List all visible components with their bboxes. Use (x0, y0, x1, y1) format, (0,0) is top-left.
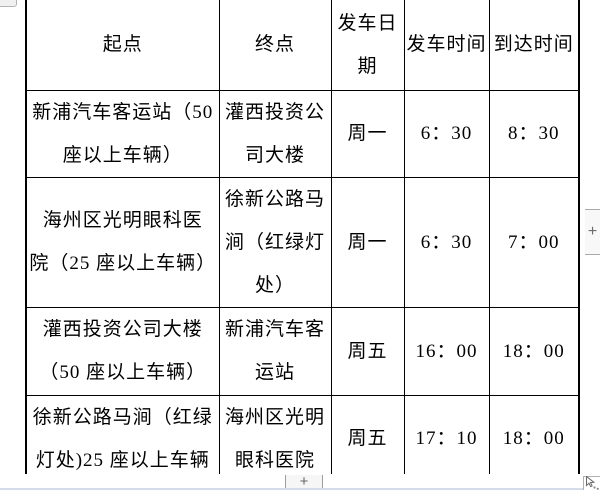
strip-corner-separator-vertical (583, 476, 584, 490)
cell-line: 7：00 (507, 231, 560, 253)
cell-line: 处） (254, 274, 295, 296)
cell-line: 徐新公路马涧（红绿 (32, 406, 213, 428)
cell-line: 灯处)25 座以上车辆 (35, 449, 210, 471)
table-row: 徐新公路马涧（红绿 灯处)25 座以上车辆 海州区光明 眼科医院 周五 17：10 18：0… (25, 394, 580, 483)
column-header-depart_day[interactable]: 发车日期 (330, 0, 405, 91)
table-row: 海州区光明眼科医 院（25 座以上车辆） 徐新公路马 涧（红绿灯 处） 周一 6：30 7：0… (25, 176, 580, 308)
cell-line: 18：00 (502, 340, 565, 362)
bottom-accent-line (0, 488, 583, 490)
cell-line: （50 座以上车辆） (39, 362, 207, 383)
table-body: 新浦汽车客运站（50 座以上车辆） 灌西投资公 司大楼 周一 6：30 8：30 海州区光明眼… (25, 89, 580, 483)
cell-line: 周一 (347, 231, 388, 253)
cell-line: 18：00 (502, 428, 565, 449)
cell-line: 海州区光明眼科医 (42, 210, 203, 231)
column-header-origin[interactable]: 起点 (25, 0, 220, 91)
cell-line: 起点 (102, 34, 143, 56)
cell-r2-destination[interactable]: 徐新公路马涧（红绿灯处） (218, 176, 332, 308)
cell-r1-origin[interactable]: 新浦汽车客运站（50 座以上车辆） (25, 89, 220, 178)
cell-line: 灌西投资公司大楼 (42, 319, 203, 340)
column-header-depart_time[interactable]: 发车时间 (403, 0, 490, 91)
cell-line: 海州区光明 (224, 406, 325, 428)
cell-line: 徐新公路马 (224, 188, 325, 210)
cell-line: 司大楼 (244, 144, 305, 166)
cell-r4-destination[interactable]: 海州区光明 眼科医院 (218, 394, 332, 483)
cell-r4-arrive_time[interactable]: 18：00 (488, 394, 580, 483)
cell-line: 发车时间 (406, 34, 487, 56)
cell-line: 6：30 (420, 231, 473, 253)
plus-icon: + (587, 223, 598, 240)
cell-line: 发车日 (337, 12, 398, 34)
cell-line: 周五 (347, 340, 388, 362)
document-area: 起点 终点 发车日期发车时间 到达时间 新浦汽车客运站（50 座以上车辆） 灌西投资公 司大… (25, 0, 580, 484)
table-row: 灌西投资公司大楼 （50 座以上车辆） 新浦汽车客 运站 周五 16：00 18：00 (25, 306, 580, 396)
cell-r4-origin[interactable]: 徐新公路马涧（红绿 灯处)25 座以上车辆 (25, 394, 220, 483)
schedule-table: 起点 终点 发车日期发车时间 到达时间 新浦汽车客运站（50 座以上车辆） 灌西投资公 司大… (25, 0, 580, 484)
cell-r2-arrive_time[interactable]: 7：00 (488, 176, 580, 308)
cell-r2-depart_day[interactable]: 周一 (330, 176, 405, 308)
cell-r2-depart_time[interactable]: 6：30 (403, 176, 490, 308)
cell-line: 眼科医院 (234, 449, 315, 471)
cell-line: 周五 (347, 428, 388, 449)
cell-line: 灌西投资公 (224, 101, 325, 123)
cell-line: 到达时间 (493, 34, 574, 56)
header-row: 起点 终点 发车日期发车时间 到达时间 (25, 0, 580, 91)
strip-corner-separator-horizontal (583, 476, 600, 477)
cell-line: 新浦汽车客 (224, 319, 325, 340)
plus-icon: + (299, 473, 309, 490)
cell-line: 院（25 座以上车辆） (29, 253, 217, 274)
mouse-cursor-icon (586, 476, 599, 490)
cell-r1-depart_day[interactable]: 周一 (330, 89, 405, 178)
column-header-destination[interactable]: 终点 (218, 0, 332, 91)
bottom-control-strip: + (0, 473, 600, 490)
cell-r3-arrive_time[interactable]: 18：00 (488, 306, 580, 396)
cell-r2-origin[interactable]: 海州区光明眼科医 院（25 座以上车辆） (25, 176, 220, 308)
cell-line: 6：30 (420, 123, 473, 144)
cell-line: 8：30 (507, 123, 560, 144)
cell-line: 17：10 (415, 428, 478, 449)
cell-line: 周一 (347, 123, 388, 144)
add-column-button[interactable]: + (585, 209, 600, 255)
cell-r1-arrive_time[interactable]: 8：30 (488, 89, 580, 178)
cell-line: 终点 (254, 34, 295, 56)
cell-line: 运站 (254, 362, 295, 383)
cell-r4-depart_time[interactable]: 17：10 (403, 394, 490, 483)
cell-line: 新浦汽车客运站（50 (32, 101, 214, 123)
cell-r4-depart_day[interactable]: 周五 (330, 394, 405, 483)
scroll-tab-fragment (0, 0, 17, 7)
cell-r1-destination[interactable]: 灌西投资公 司大楼 (218, 89, 332, 178)
cell-r3-depart_time[interactable]: 16：00 (403, 306, 490, 396)
cell-line: 期 (357, 55, 378, 77)
cell-r3-origin[interactable]: 灌西投资公司大楼 （50 座以上车辆） (25, 306, 220, 396)
cell-r3-destination[interactable]: 新浦汽车客 运站 (218, 306, 332, 396)
cell-line: 16：00 (415, 340, 478, 362)
column-header-arrive_time[interactable]: 到达时间 (488, 0, 580, 91)
cell-line: 涧（红绿灯 (224, 231, 325, 253)
cell-line: 座以上车辆） (62, 144, 183, 166)
cell-r3-depart_day[interactable]: 周五 (330, 306, 405, 396)
cell-r1-depart_time[interactable]: 6：30 (403, 89, 490, 178)
table-header: 起点 终点 发车日期发车时间 到达时间 (25, 0, 580, 91)
add-row-button[interactable]: + (285, 473, 323, 490)
table-row: 新浦汽车客运站（50 座以上车辆） 灌西投资公 司大楼 周一 6：30 8：30 (25, 89, 580, 178)
